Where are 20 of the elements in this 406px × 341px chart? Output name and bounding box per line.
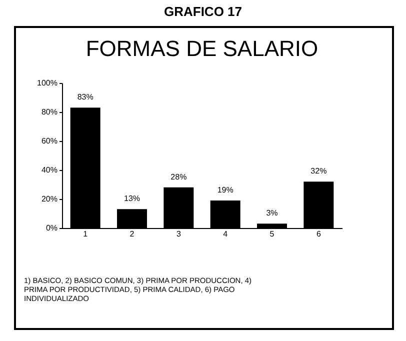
x-tick-label: 2	[130, 230, 135, 238]
y-tick-label: 100%	[37, 78, 58, 88]
data-label: 13%	[124, 194, 140, 204]
chart-title: FORMAS DE SALARIO	[86, 36, 318, 61]
data-label: 32%	[310, 166, 327, 176]
y-tick-label: 40%	[41, 166, 58, 174]
data-label: 3%	[266, 208, 278, 218]
y-tick-label: 20%	[41, 194, 58, 204]
data-label: 19%	[217, 185, 234, 194]
y-tick-label: 80%	[41, 108, 58, 116]
x-tick-label: 4	[223, 230, 228, 238]
y-tick-label: 0%	[46, 224, 58, 232]
x-tick-label: 3	[176, 230, 182, 238]
data-label: 28%	[170, 172, 187, 182]
x-tick-label: 6	[316, 230, 322, 238]
chart-subtitle: GRAFICO 17	[162, 4, 243, 19]
x-tick-label: 1	[83, 230, 88, 238]
data-label: 83%	[77, 92, 94, 102]
y-tick-label: 60%	[41, 136, 58, 146]
x-tick-label: 5	[270, 230, 275, 238]
